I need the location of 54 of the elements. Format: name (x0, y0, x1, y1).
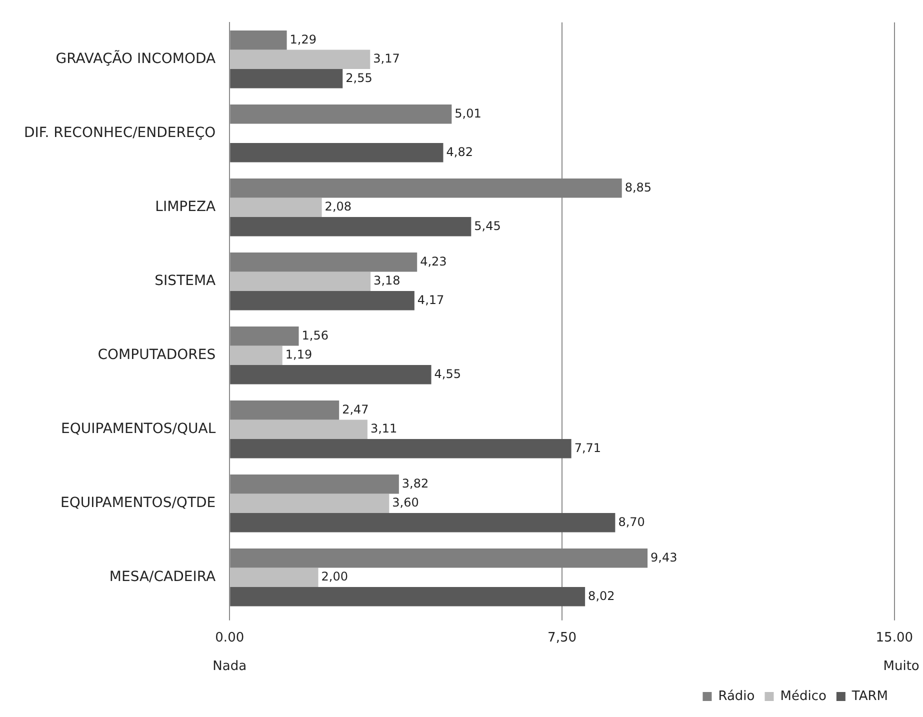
bar (230, 291, 414, 310)
data-label: 8,02 (588, 588, 615, 603)
data-label: 3,60 (392, 496, 419, 510)
data-label: 1,19 (285, 348, 312, 362)
data-label: 7,71 (574, 440, 602, 455)
data-label: 1,56 (302, 328, 328, 342)
data-label: 8,85 (624, 180, 652, 194)
legend-label: Médico (780, 688, 826, 704)
data-label: 2,55 (346, 70, 372, 85)
data-label: 8,70 (618, 514, 645, 529)
data-label: 2,08 (324, 200, 352, 214)
y-tick-label: GRAVAÇÃO INCOMODA (56, 50, 216, 68)
data-label: 2,00 (321, 570, 348, 584)
data-label: 3,82 (402, 476, 429, 490)
y-tick-label: MESA/CADEIRA (109, 569, 216, 586)
data-label: 3,11 (370, 422, 398, 436)
x-tick-label: 7,50 (548, 630, 576, 646)
bar (230, 50, 370, 70)
bar (230, 217, 472, 236)
text: Muito (883, 658, 920, 674)
y-tick-label: DIF. RECONHEC/ENDEREÇO (24, 125, 216, 142)
bar (230, 420, 368, 440)
data-label: 5,01 (454, 106, 482, 120)
bar (230, 69, 343, 88)
x-tick-label: 15.00 (876, 630, 913, 646)
bar (230, 198, 322, 218)
y-tick-label: COMPUTADORES (98, 347, 216, 364)
bar (230, 513, 616, 532)
y-tick-label: EQUIPAMENTOS/QUAL (61, 421, 216, 438)
x-tick-label: 0.00 (215, 630, 244, 646)
data-label: 4,17 (417, 292, 444, 307)
data-label: 9,43 (650, 550, 678, 564)
data-label: 4,23 (420, 254, 447, 268)
bar (230, 568, 318, 588)
bar (230, 439, 572, 458)
y-tick-label: SISTEMA (154, 273, 216, 290)
data-label: 4,82 (446, 144, 473, 159)
legend-label: TARM (850, 688, 888, 704)
text: Nada (212, 658, 247, 674)
y-tick-label: EQUIPAMENTOS/QTDE (60, 495, 216, 512)
data-label: 3,18 (374, 274, 400, 288)
data-label: 5,45 (474, 218, 501, 233)
y-tick-label: LIMPEZA (155, 199, 216, 216)
bar (230, 365, 432, 384)
data-label: 1,29 (290, 32, 317, 46)
data-label: 3,17 (373, 52, 400, 66)
bar (230, 143, 444, 162)
legend-label: Rádio (718, 688, 755, 704)
bar (230, 346, 282, 366)
data-label: 4,55 (434, 366, 461, 381)
data-label: 2,47 (342, 402, 369, 416)
bar (230, 272, 371, 292)
bar (230, 494, 390, 514)
bar (230, 587, 586, 606)
